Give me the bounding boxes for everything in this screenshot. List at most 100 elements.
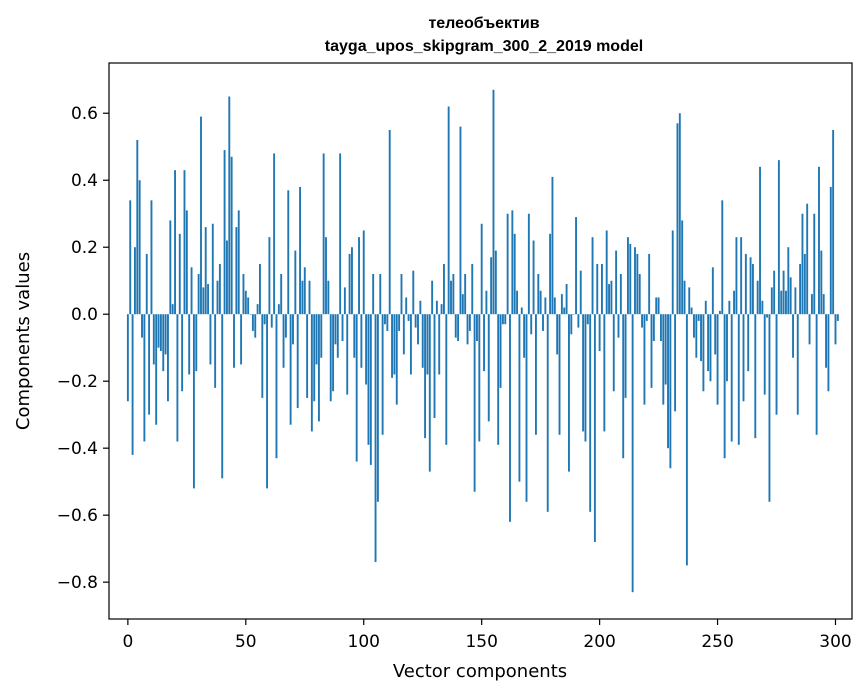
bar xyxy=(464,274,467,315)
bar xyxy=(704,300,707,315)
bar xyxy=(178,233,181,315)
bar xyxy=(770,287,773,315)
bar xyxy=(624,314,627,398)
bar xyxy=(468,314,471,331)
bar xyxy=(579,270,582,315)
bar xyxy=(438,314,441,375)
bar xyxy=(374,314,377,563)
bar xyxy=(532,240,535,315)
bar xyxy=(669,314,672,469)
bar xyxy=(211,223,214,315)
bar xyxy=(490,257,493,315)
bar xyxy=(329,314,332,402)
bar xyxy=(711,267,714,315)
bar xyxy=(218,263,221,315)
x-tick-label: 0 xyxy=(122,632,133,652)
bar xyxy=(141,314,143,338)
bar xyxy=(763,314,766,395)
bar xyxy=(794,287,797,315)
bar xyxy=(317,314,320,422)
bar xyxy=(419,300,422,315)
bar xyxy=(610,280,613,315)
bar xyxy=(777,160,780,315)
bar xyxy=(818,166,820,315)
bar xyxy=(450,280,452,315)
bar xyxy=(129,200,132,315)
bar xyxy=(549,233,552,315)
bar xyxy=(516,290,519,315)
bar xyxy=(648,253,651,315)
bar xyxy=(511,210,514,315)
bar xyxy=(284,314,287,338)
x-axis: 0 50 100 150 200 250 300 xyxy=(122,619,852,652)
bar xyxy=(589,314,592,512)
bar xyxy=(636,253,639,315)
bar xyxy=(381,314,384,435)
bar xyxy=(313,314,316,402)
bar xyxy=(452,274,455,315)
bar xyxy=(584,314,587,442)
bar xyxy=(228,96,231,315)
bar xyxy=(742,314,745,402)
y-tick-label: 0.2 xyxy=(71,238,98,258)
bar xyxy=(751,263,754,315)
bar xyxy=(780,290,783,315)
bar xyxy=(643,314,646,405)
bar xyxy=(240,314,243,365)
y-tick-label: −0.2 xyxy=(57,372,98,392)
bar xyxy=(372,274,375,315)
bar xyxy=(747,314,750,372)
bar xyxy=(249,314,252,315)
bar xyxy=(523,314,526,358)
bar xyxy=(570,314,573,335)
bar xyxy=(586,314,589,325)
bar xyxy=(759,166,761,315)
bar xyxy=(259,263,261,315)
bar xyxy=(188,314,191,375)
bar xyxy=(565,284,568,315)
bar xyxy=(494,250,497,315)
bar xyxy=(176,314,179,442)
bar xyxy=(195,314,198,372)
y-tick-label: −0.6 xyxy=(57,506,98,526)
bar xyxy=(384,314,386,325)
bar xyxy=(181,314,184,392)
bar xyxy=(244,290,247,315)
bar xyxy=(355,314,358,462)
bar xyxy=(247,297,250,315)
bar xyxy=(242,274,245,315)
bar xyxy=(332,314,335,392)
bar xyxy=(466,314,469,345)
bar xyxy=(685,314,688,566)
bar xyxy=(662,314,665,405)
bar xyxy=(325,237,327,315)
bar xyxy=(815,314,818,435)
bar xyxy=(280,274,283,315)
bar xyxy=(461,294,464,315)
bar xyxy=(296,314,299,408)
bar xyxy=(641,314,644,328)
bar xyxy=(417,314,419,345)
bar xyxy=(697,314,700,321)
bar xyxy=(737,314,740,445)
bar xyxy=(527,213,530,315)
bar xyxy=(157,314,160,348)
bar xyxy=(164,314,167,355)
bar xyxy=(829,186,832,315)
bar xyxy=(400,274,403,315)
bar xyxy=(676,123,679,315)
bar xyxy=(308,280,311,315)
bar xyxy=(431,280,434,315)
bar xyxy=(348,253,351,315)
bar xyxy=(582,314,585,432)
bar xyxy=(520,307,523,315)
bar xyxy=(546,314,549,512)
bar xyxy=(749,257,752,315)
bar xyxy=(145,253,148,315)
bar xyxy=(801,213,804,315)
bar xyxy=(629,243,632,315)
bar xyxy=(615,250,618,315)
bar xyxy=(233,314,235,368)
bar xyxy=(596,263,599,315)
bar xyxy=(560,294,563,315)
